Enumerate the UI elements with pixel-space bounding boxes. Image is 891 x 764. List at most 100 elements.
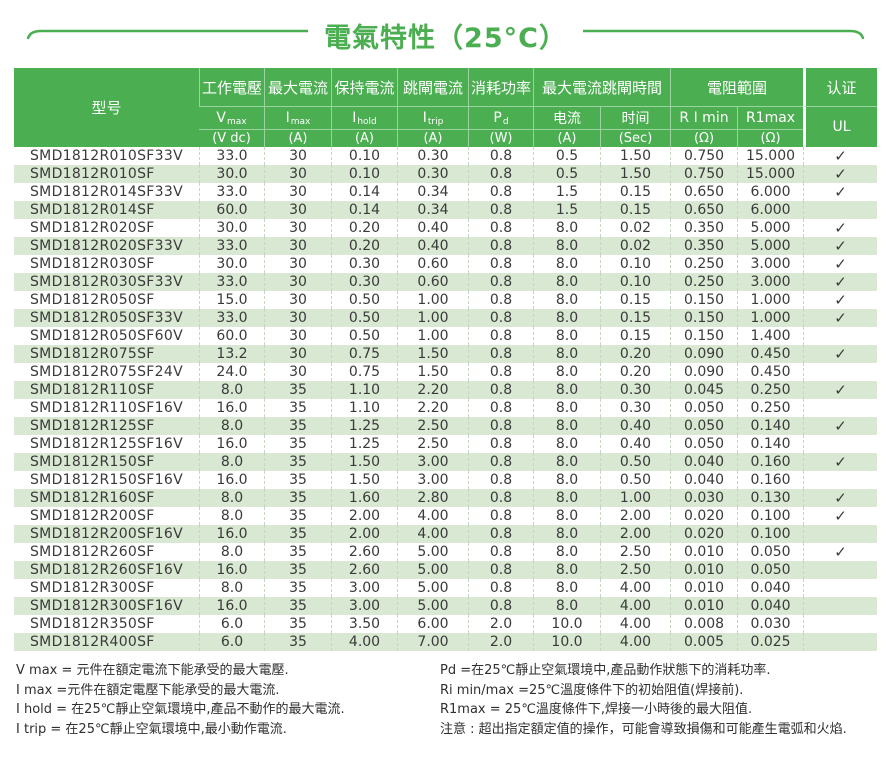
ul-cert-cell	[803, 633, 877, 651]
table-row: SMD1812R030SF33V 33.0 30 0.30 0.60 0.8 8.0 0.10…	[14, 273, 878, 291]
vmax-cell: 16.0	[199, 597, 264, 615]
trip-current-cell: 8.0	[533, 381, 600, 399]
pd-cell: 2.0	[468, 615, 533, 633]
trip-time-cell: 0.40	[600, 417, 670, 435]
table-row: SMD1812R150SF16V 16.0 35 1.50 3.00 0.8 8.0 0.50…	[14, 471, 877, 489]
itrip-cell: 0.60	[397, 273, 468, 291]
trip-time-cell: 0.20	[600, 363, 670, 381]
imax-cell: 30	[264, 291, 331, 309]
itrip-cell: 0.60	[397, 255, 468, 273]
ul-cert-cell	[803, 201, 877, 219]
imax-cell: 35	[264, 435, 331, 453]
unit-r1max: (Ω)	[737, 129, 804, 147]
table-row: SMD1812R150SF 8.0 35 1.50 3.00 0.8 8.0 0.50 0.04…	[14, 453, 878, 471]
trip-time-cell: 0.02	[600, 237, 670, 255]
trip-current-cell: 8.0	[533, 597, 600, 615]
table-row: SMD1812R110SF 8.0 35 1.10 2.20 0.8 8.0 0.30 0.04…	[14, 381, 878, 399]
pd-cell: 0.8	[468, 471, 533, 489]
subheader-trip-time: 时间	[600, 106, 671, 129]
r1max-cell: 3.000	[737, 255, 803, 273]
ihold-cell: 0.10	[331, 165, 397, 183]
footnote-itrip: I trip = 在25℃靜止空氣環境中,最小動作電流.	[16, 721, 287, 737]
vmax-cell: 33.0	[199, 309, 264, 327]
model-cell: SMD1812R030SF	[30, 256, 155, 272]
rimin-cell: 0.040	[670, 453, 737, 471]
r1max-cell: 5.000	[737, 237, 803, 255]
itrip-cell: 1.00	[397, 291, 468, 309]
rimin-cell: 0.050	[670, 417, 737, 435]
spec-table-header: 型号 工作電壓 最大電流 保持電流 跳閘電流 消耗功率 最大電流跳閘時間 電阻範…	[14, 68, 878, 147]
model-cell: SMD1812R020SF33V	[30, 238, 183, 254]
pd-cell: 0.8	[468, 543, 533, 561]
ul-cert-cell: ✓	[803, 165, 877, 183]
trip-current-cell: 8.0	[533, 327, 600, 345]
model-cell: SMD1812R300SF	[30, 580, 155, 596]
rimin-cell: 0.150	[670, 327, 737, 345]
table-row: SMD1812R300SF 8.0 35 3.00 5.00 0.8 8.0 4.00 0.01…	[14, 579, 877, 597]
model-cell: SMD1812R200SF16V	[30, 526, 183, 542]
trip-current-cell: 0.5	[533, 165, 600, 183]
model-cell: SMD1812R260SF	[30, 544, 155, 560]
pd-cell: 0.8	[468, 201, 533, 219]
r1max-cell: 0.140	[737, 417, 803, 435]
r1max-cell: 0.250	[737, 399, 803, 417]
model-cell: SMD1812R075SF24V	[30, 364, 183, 380]
r1max-cell: 0.050	[737, 561, 803, 579]
title-bar: 電氣特性（25°C）	[0, 0, 891, 56]
itrip-cell: 4.00	[397, 525, 468, 543]
imax-cell: 35	[264, 579, 331, 597]
pd-cell: 0.8	[468, 525, 533, 543]
ihold-cell: 2.00	[331, 507, 397, 525]
imax-cell: 30	[264, 219, 331, 237]
imax-cell: 30	[264, 255, 331, 273]
r1max-cell: 3.000	[737, 273, 803, 291]
trip-time-cell: 2.00	[600, 525, 670, 543]
rimin-cell: 0.350	[670, 219, 737, 237]
symbol-imax: Imax	[264, 106, 331, 129]
ul-cert-cell	[803, 597, 877, 615]
pd-cell: 0.8	[468, 255, 533, 273]
imax-cell: 35	[264, 489, 331, 507]
imax-cell: 30	[264, 363, 331, 381]
vmax-cell: 16.0	[199, 471, 264, 489]
model-cell: SMD1812R300SF16V	[30, 598, 183, 614]
footnote-imax: I max =元件在額定電壓下能承受的最大電流.	[16, 682, 280, 698]
imax-cell: 30	[264, 201, 331, 219]
model-cell: SMD1812R260SF16V	[30, 562, 183, 578]
imax-cell: 30	[264, 237, 331, 255]
table-row: SMD1812R014SF33V 33.0 30 0.14 0.34 0.8 1.5 0.15…	[14, 183, 877, 201]
model-cell: SMD1812R400SF	[30, 634, 155, 650]
model-cell: SMD1812R010SF33V	[30, 148, 183, 164]
itrip-cell: 2.80	[397, 489, 468, 507]
imax-cell: 35	[264, 471, 331, 489]
col-header-certification: 认证	[803, 68, 878, 106]
trip-time-cell: 4.00	[600, 597, 670, 615]
rimin-cell: 0.150	[670, 309, 737, 327]
symbol-ihold: Ihold	[331, 106, 397, 129]
unit-trip-time: (Sec)	[600, 129, 671, 147]
rimin-cell: 0.250	[670, 255, 737, 273]
imax-cell: 30	[264, 273, 331, 291]
vmax-cell: 33.0	[199, 147, 264, 165]
ihold-cell: 4.00	[331, 633, 397, 651]
model-cell: SMD1812R200SF	[30, 508, 155, 524]
vmax-cell: 8.0	[199, 507, 264, 525]
footnote-r1max: R1max = 25℃溫度條件下,焊接一小時後的最大阻值.	[440, 702, 753, 717]
ihold-cell: 1.10	[331, 399, 397, 417]
ul-cert-cell	[803, 435, 877, 453]
model-cell: SMD1812R125SF16V	[30, 436, 183, 452]
vmax-cell: 15.0	[199, 291, 264, 309]
trip-time-cell: 0.15	[600, 309, 670, 327]
model-cell: SMD1812R075SF	[30, 346, 155, 362]
table-row: SMD1812R050SF 15.0 30 0.50 1.00 0.8 8.0 0.15 0.1…	[14, 291, 877, 309]
table-row: SMD1812R075SF 13.2 30 0.75 1.50 0.8 8.0 0.20 0.0…	[14, 345, 878, 363]
itrip-cell: 1.00	[397, 327, 468, 345]
ihold-cell: 1.25	[331, 435, 397, 453]
trip-current-cell: 8.0	[533, 255, 600, 273]
trip-time-cell: 4.00	[600, 633, 670, 651]
pd-cell: 0.8	[468, 489, 533, 507]
imax-cell: 35	[264, 417, 331, 435]
r1max-cell: 0.160	[737, 453, 803, 471]
model-cell: SMD1812R014SF33V	[30, 184, 183, 200]
